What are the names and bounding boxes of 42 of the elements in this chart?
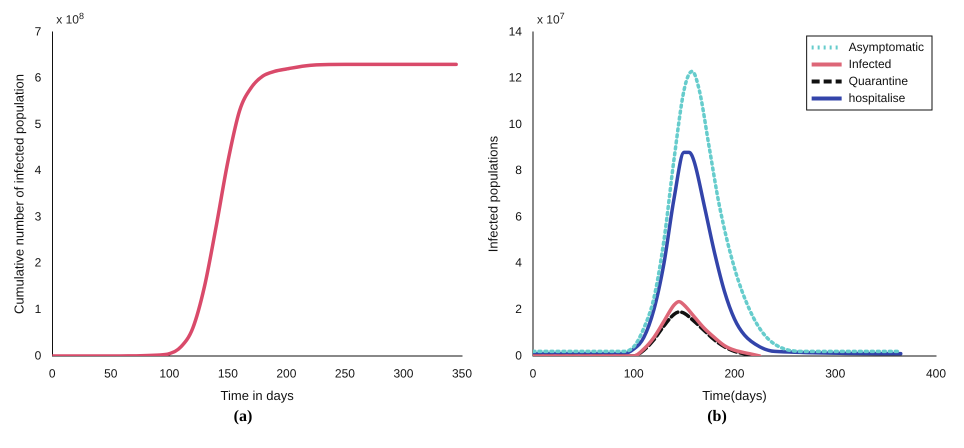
y-tick-label: 4 (34, 163, 42, 178)
x-tick-label: 300 (393, 366, 414, 381)
line-series (532, 300, 762, 356)
y-tick-label: 3 (34, 209, 42, 224)
y-axis-title: Infected populations (485, 135, 500, 252)
x-tick-label: 150 (218, 366, 238, 381)
x-tick-label: 200 (724, 366, 745, 381)
y-tick-label: 6 (34, 70, 42, 85)
x-tick-label: 250 (334, 366, 356, 381)
y-tick-label: 5 (34, 116, 42, 131)
y-tick-label: 7 (34, 24, 42, 38)
legend-label: Quarantine (848, 74, 908, 88)
x-tick-label: 0 (48, 366, 56, 381)
y-tick-label: 14 (508, 24, 522, 38)
x-axis-title: Time in days (220, 388, 294, 403)
line-series (532, 150, 902, 356)
y-tick-label: 0 (515, 348, 522, 362)
y-tick-label: 8 (515, 163, 522, 178)
y-tick-label: 4 (515, 256, 522, 270)
x-tick-label: 0 (530, 366, 537, 381)
x-tick-label: 200 (276, 366, 297, 381)
legend-label: Asymptomatic (848, 40, 924, 54)
y-tick-label: 2 (515, 302, 522, 316)
y-tick-label: 12 (508, 70, 522, 85)
legend-label: hospitalise (848, 90, 906, 105)
y-tick-label: 2 (34, 256, 42, 270)
y-axis-title: Cumulative number of infected population (11, 74, 26, 314)
x-tick-label: 50 (104, 366, 118, 381)
x-tick-label: 350 (452, 366, 472, 381)
x-tick-label: 400 (926, 366, 946, 381)
x-axis-title: Time(days) (702, 388, 767, 403)
x-tick-label: 300 (825, 366, 846, 381)
y-tick-label: 1 (34, 302, 42, 316)
y-tick-label: 10 (508, 116, 522, 131)
x-tick-label: 100 (159, 366, 180, 381)
y-tick-label: 0 (34, 348, 42, 362)
text: (a) (232, 408, 254, 426)
legend-label: Infected (848, 56, 892, 71)
x-tick-label: 100 (624, 366, 644, 381)
y-tick-label: 6 (515, 209, 522, 224)
line-series (52, 62, 458, 356)
text: (b) (706, 408, 728, 426)
